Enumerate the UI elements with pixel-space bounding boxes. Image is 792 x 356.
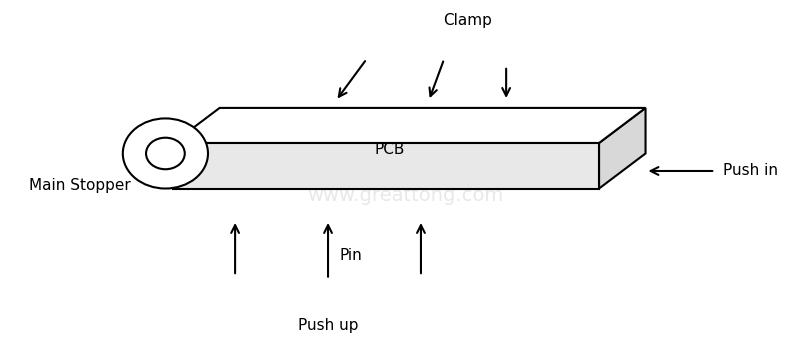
Ellipse shape: [146, 138, 185, 169]
Text: Push up: Push up: [298, 318, 358, 333]
Polygon shape: [599, 108, 645, 189]
Text: Pin: Pin: [340, 247, 363, 263]
Text: PCB: PCB: [375, 142, 406, 157]
Text: Push in: Push in: [723, 163, 778, 178]
Text: www.greattong.com: www.greattong.com: [307, 186, 504, 205]
Text: Main Stopper: Main Stopper: [29, 178, 131, 193]
Ellipse shape: [123, 119, 208, 189]
Text: Clamp: Clamp: [443, 13, 492, 28]
Polygon shape: [173, 143, 599, 189]
Polygon shape: [173, 108, 645, 143]
